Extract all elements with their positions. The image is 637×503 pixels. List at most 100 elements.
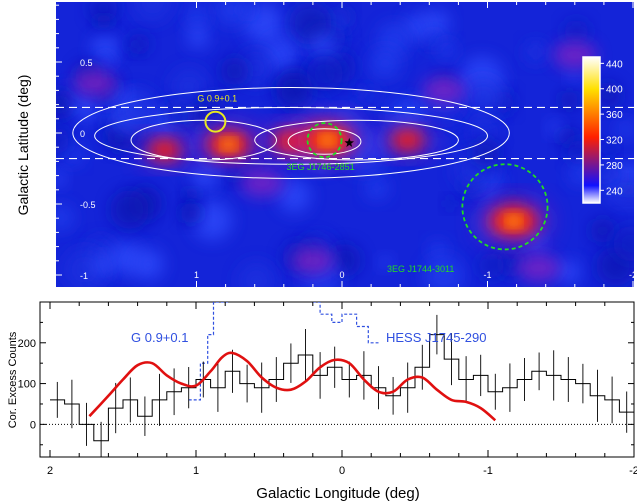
texture-blob — [113, 87, 129, 104]
map-annotations: G 0.9+0.1 3EG J1746-2851 3EG J1744-3011 — [197, 94, 549, 274]
texture-blob — [423, 31, 443, 51]
map-x-tick-label: 1 — [194, 270, 199, 280]
texture-blob — [62, 144, 84, 166]
texture-blob — [615, 119, 634, 139]
legend-hess: HESS J1745-290 — [386, 330, 486, 345]
texture-blob — [354, 85, 368, 99]
texture-blob — [443, 197, 457, 210]
texture-blob — [63, 248, 107, 287]
texture-blob — [56, 170, 66, 187]
profile-xlabel: Galactic Longitude (deg) — [256, 485, 419, 502]
profile-frame — [39, 301, 635, 458]
map-y-tick-label: 0.5 — [80, 58, 93, 68]
texture-blob — [590, 218, 616, 244]
profile-y-tick-label: 200 — [18, 338, 36, 350]
hess-step-line — [312, 302, 379, 344]
map-y-tick-label: -1 — [80, 271, 88, 281]
colorbar-label: 240 — [606, 186, 623, 197]
colorbar-labels: 440 400 360 320 280 240 — [600, 59, 623, 197]
profile-ylabel: Cor. Excess Counts — [7, 331, 19, 428]
colorbar-label: 280 — [606, 161, 623, 172]
source-circle — [461, 163, 549, 251]
texture-blob — [192, 200, 232, 241]
map-y-tick-label: 0 — [80, 129, 85, 139]
texture-blob — [524, 41, 548, 65]
texture-blob — [94, 12, 113, 31]
texture-blob — [379, 256, 392, 269]
hot-spot-max — [223, 140, 234, 149]
texture-blob — [423, 255, 464, 287]
texture-blob — [183, 184, 201, 203]
hot-spot-core — [148, 140, 181, 160]
texture-blob — [559, 90, 580, 111]
faint-spot — [516, 253, 561, 282]
texture-blob — [91, 34, 119, 63]
map-panel: G 0.9+0.1 3EG J1746-2851 3EG J1744-3011 1 0… — [15, 2, 637, 287]
profile-x-tick-label: -1 — [483, 465, 493, 477]
map-dashed-lines — [56, 106, 634, 160]
colorbar-label: 360 — [606, 110, 623, 121]
map-ylabel: Galactic Latitude (deg) — [15, 75, 31, 216]
colorbar-label: 440 — [606, 59, 623, 70]
texture-blob — [275, 71, 314, 111]
contour-core — [287, 128, 362, 155]
texture-blob — [133, 2, 173, 23]
hot-spot — [199, 127, 258, 162]
hess-profile — [188, 302, 379, 401]
contour-outer — [72, 87, 510, 179]
texture-blob — [595, 81, 622, 108]
texture-blob — [97, 53, 114, 71]
texture-blob — [240, 2, 255, 17]
texture-blob — [478, 252, 505, 279]
colorbar-gradient — [582, 56, 601, 204]
texture-blob — [306, 55, 344, 93]
source-label: G 0.9+0.1 — [197, 94, 237, 104]
contour-middle — [94, 106, 489, 165]
faint-spot — [72, 69, 117, 98]
contour-inner-left — [130, 119, 278, 161]
texture-blob — [204, 91, 227, 114]
texture-blob — [462, 77, 504, 120]
hot-spot — [290, 246, 335, 275]
texture-blob — [277, 179, 311, 213]
hot-spot-core — [391, 131, 424, 150]
texture-blob — [527, 233, 545, 251]
profile-x-tick-label: 0 — [339, 465, 345, 477]
texture-blob — [326, 8, 350, 32]
source-label: 3EG J1746-2851 — [287, 162, 355, 172]
texture-blob — [427, 240, 448, 260]
texture-blob — [56, 89, 76, 120]
texture-blob — [237, 261, 276, 287]
texture-blob — [127, 32, 151, 56]
texture-blob — [547, 120, 563, 136]
texture-blob — [100, 95, 115, 110]
faint-spot — [239, 168, 284, 197]
texture-blob — [190, 164, 217, 191]
texture-blob — [109, 190, 150, 230]
source-circle — [306, 122, 343, 159]
texture-blob — [309, 32, 338, 61]
texture-blob — [604, 142, 618, 156]
hot-spot-max — [508, 217, 519, 226]
texture-blob — [364, 175, 390, 201]
texture-blob — [438, 40, 457, 60]
texture-blob — [178, 106, 192, 120]
map-contours — [72, 87, 510, 179]
texture-blob — [556, 260, 581, 285]
map-x-tick-label: -1 — [483, 270, 491, 280]
contour-inner-right — [254, 119, 459, 161]
texture-blob — [92, 256, 112, 276]
texture-blob — [185, 4, 209, 29]
map-ticks: 1 0 -1 -2 0.5 0 -0.5 -1 — [56, 2, 637, 287]
profile-ticks: 2 1 0 -1 -2 200 100 0 — [18, 302, 637, 477]
profile-y-tick-label: 0 — [30, 419, 36, 431]
texture-blob — [216, 2, 248, 27]
legend-g09: G 0.9+0.1 — [131, 330, 188, 345]
texture-blob — [170, 67, 208, 106]
hot-spot-max — [322, 136, 333, 145]
profile-y-tick-label: 100 — [18, 379, 36, 391]
source-label: 3EG J1744-3011 — [387, 264, 454, 274]
texture-blob — [567, 70, 581, 84]
